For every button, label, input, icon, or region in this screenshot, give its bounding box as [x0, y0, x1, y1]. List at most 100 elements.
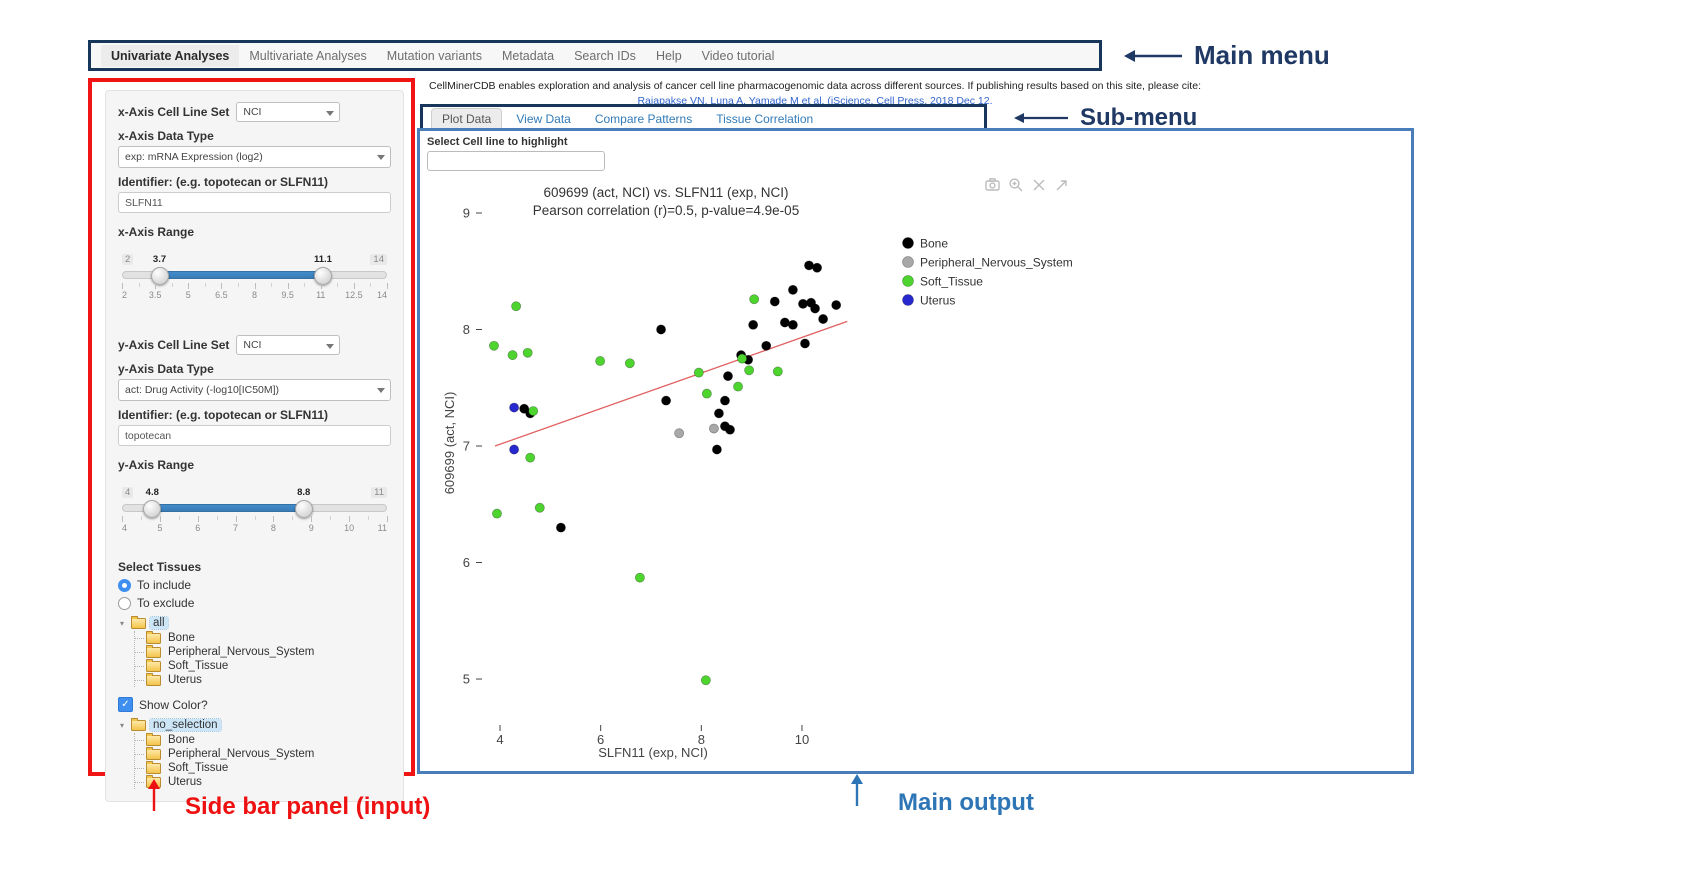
x-tick-label: 4 — [496, 732, 503, 747]
x-cell-line-set-select[interactable]: NCI — [236, 102, 341, 122]
x-cell-line-set-value: NCI — [243, 106, 262, 118]
tree-expander-icon[interactable]: ▾ — [120, 720, 125, 730]
main-menu: Univariate Analyses Multivariate Analyses… — [88, 40, 1102, 71]
tree-connector — [135, 651, 144, 653]
tree-node-label: Uterus — [168, 674, 202, 686]
menu-item-univariate-analyses[interactable]: Univariate Analyses — [101, 44, 240, 67]
tree-node-uterus[interactable]: Uterus — [135, 774, 391, 789]
sidebar-panel-outline: x-Axis Cell Line Set NCI x-Axis Data Typ… — [88, 78, 415, 802]
tree-node-peripheral-nervous-system[interactable]: Peripheral_Nervous_System — [135, 644, 391, 659]
citation: CellMinerCDB enables exploration and ana… — [420, 80, 1210, 108]
camera-icon[interactable] — [985, 177, 1001, 198]
y-tick-label: 7 — [463, 439, 470, 454]
main-output-annotation: Main output — [898, 789, 1034, 817]
tab-plot-data[interactable]: Plot Data — [431, 108, 503, 129]
x-identifier-label: Identifier: (e.g. topotecan or SLFN11) — [118, 175, 329, 189]
citation-text: CellMinerCDB enables exploration and ana… — [429, 80, 1201, 92]
menu-item-multivariate-analyses[interactable]: Multivariate Analyses — [249, 48, 367, 63]
radio-to-exclude[interactable]: To exclude — [118, 596, 391, 610]
y-identifier-label: Identifier: (e.g. topotecan or SLFN11) — [118, 408, 329, 422]
main-output-panel: 609699 (act, NCI) vs. SLFN11 (exp, NCI) P… — [417, 128, 1414, 774]
chevron-down-icon — [377, 388, 385, 393]
scatter-plot: 609699 (act, NCI) vs. SLFN11 (exp, NCI) P… — [442, 185, 1073, 760]
svg-text:Bone: Bone — [920, 237, 948, 251]
legend-item-peripheral-nervous-system[interactable]: Peripheral_Nervous_System — [902, 256, 1073, 270]
color-selection-tree: ▾ no_selection Bone Peripheral_Nervous_Syst… — [120, 717, 391, 789]
sidebar-annotation-label: Side bar panel (input) — [185, 793, 431, 820]
main-menu-annotation-label: Main menu — [1194, 40, 1330, 70]
tree-node-label: Soft_Tissue — [168, 762, 229, 774]
sidebar-annotation: Side bar panel (input) — [185, 793, 430, 821]
x-data-type-label: x-Axis Data Type — [118, 129, 214, 143]
tree-node-label: Uterus — [168, 776, 202, 788]
slider-handle-from[interactable] — [150, 266, 169, 285]
y-identifier-input[interactable] — [118, 425, 391, 446]
x-data-type-value: exp: mRNA Expression (log2) — [125, 151, 263, 163]
plot-modebar — [985, 177, 1070, 198]
arrow-left-icon — [1124, 49, 1182, 62]
tree-connector — [135, 753, 144, 755]
highlight-cell-line-label: Select Cell line to highlight — [427, 136, 568, 148]
x-tick-label: 6 — [597, 732, 604, 747]
slider-handle-to[interactable] — [313, 266, 332, 285]
close-icon[interactable] — [1031, 177, 1047, 198]
tab-view-data[interactable]: View Data — [516, 112, 571, 126]
tree-expander-icon[interactable]: ▾ — [120, 618, 125, 628]
tab-tissue-correlation[interactable]: Tissue Correlation — [716, 112, 814, 126]
menu-item-metadata[interactable]: Metadata — [501, 48, 555, 63]
legend-item-bone[interactable]: Bone — [902, 237, 949, 251]
tree-connector — [135, 739, 144, 741]
x-identifier-input[interactable] — [118, 192, 391, 213]
tree-node-uterus[interactable]: Uterus — [135, 672, 391, 687]
legend-item-uterus[interactable]: Uterus — [902, 294, 956, 308]
tree-node-bone[interactable]: Bone — [135, 630, 391, 645]
radio-icon — [118, 578, 131, 592]
y-tick-label: 5 — [463, 672, 470, 687]
slider-handle-from[interactable] — [143, 499, 162, 518]
menu-item-mutation-variants[interactable]: Mutation variants — [386, 48, 482, 63]
chevron-down-icon — [326, 344, 335, 349]
tree-node-label: Peripheral_Nervous_System — [168, 646, 315, 658]
y-range-slider[interactable]: 4 11 4.8 8.8 4 5 6 7 8 9 10 11 — [122, 487, 388, 533]
tree-node-all[interactable]: ▾ all — [120, 615, 391, 631]
zoom-in-icon[interactable] — [1008, 177, 1024, 198]
trend-line — [494, 320, 848, 447]
highlight-cell-line-input[interactable] — [427, 151, 605, 171]
folder-icon — [146, 630, 161, 644]
scatter-points-peripheral-nervous-system — [674, 423, 719, 439]
folder-icon — [146, 732, 161, 746]
y-cell-line-set-value: NCI — [243, 339, 262, 351]
autoscale-icon[interactable] — [1054, 177, 1070, 198]
show-color-row[interactable]: ✓ Show Color? — [118, 697, 391, 712]
radio-to-include[interactable]: To include — [118, 578, 391, 592]
main-output-annotation-arrow — [849, 772, 865, 808]
x-range-slider[interactable]: 2 14 3.7 11.1 2 3.5 5 6.5 8 9.5 11 12.5 14 — [122, 254, 388, 300]
main-menu-annotation: Main menu — [1122, 40, 1330, 71]
tree-node-peripheral-nervous-system[interactable]: Peripheral_Nervous_System — [135, 746, 391, 761]
x-cell-line-set-label: x-Axis Cell Line Set — [118, 105, 230, 119]
tree-node-no-selection[interactable]: ▾ no_selection — [120, 717, 391, 733]
menu-item-video-tutorial[interactable]: Video tutorial — [701, 48, 775, 63]
y-range-label: y-Axis Range — [118, 458, 195, 472]
slider-handle-to[interactable] — [294, 499, 313, 518]
y-data-type-select[interactable]: act: Drug Activity (-log10[IC50M]) — [118, 379, 391, 401]
tree-connector — [135, 637, 144, 639]
y-axis-label: 609699 (act, NCI) — [442, 392, 457, 495]
radio-label: To include — [137, 578, 192, 592]
tree-node-bone[interactable]: Bone — [135, 732, 391, 747]
citation-link[interactable]: Rajapakse VN, Luna A, Yamade M et al. (i… — [637, 94, 993, 107]
svg-text:Uterus: Uterus — [920, 294, 955, 308]
tree-node-soft-tissue[interactable]: Soft_Tissue — [135, 658, 391, 673]
y-cell-line-set-label: y-Axis Cell Line Set — [118, 338, 230, 352]
tree-node-soft-tissue[interactable]: Soft_Tissue — [135, 760, 391, 775]
x-data-type-select[interactable]: exp: mRNA Expression (log2) — [118, 146, 391, 168]
menu-item-help[interactable]: Help — [655, 48, 682, 63]
menu-item-search-ids[interactable]: Search IDs — [574, 48, 636, 63]
legend-item-soft-tissue[interactable]: Soft_Tissue — [902, 275, 984, 289]
show-color-checkbox[interactable]: ✓ — [118, 697, 133, 712]
folder-icon — [146, 746, 161, 760]
tree-connector — [135, 781, 144, 783]
tab-compare-patterns[interactable]: Compare Patterns — [594, 112, 693, 126]
tree-connector — [135, 679, 144, 681]
y-cell-line-set-select[interactable]: NCI — [236, 335, 341, 355]
